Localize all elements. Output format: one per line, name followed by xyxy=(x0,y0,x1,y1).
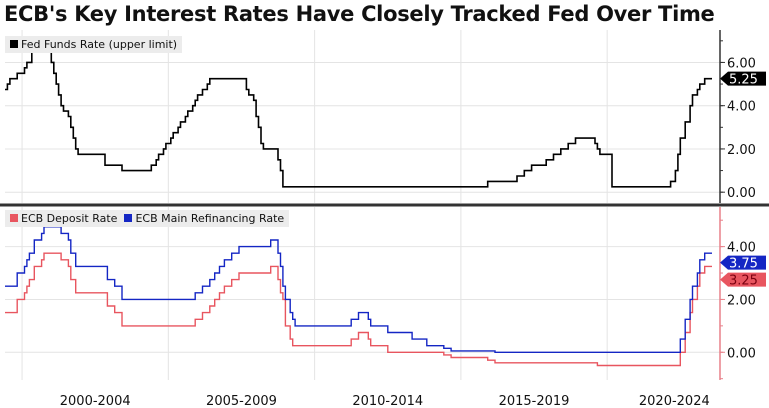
legend-top: Fed Funds Rate (upper limit) xyxy=(5,36,183,53)
x-tick-label: 2020-2024 xyxy=(639,394,710,408)
last-value-tag xyxy=(720,71,766,86)
last-value-label: 3.75 xyxy=(729,257,758,272)
y-tick-label: 6.00 xyxy=(727,56,756,71)
legend-label-deposit: ECB Deposit Rate xyxy=(21,212,118,225)
legend-swatch-fed xyxy=(10,40,18,48)
legend-label-fed: Fed Funds Rate (upper limit) xyxy=(21,38,178,51)
last-value-label: 5.25 xyxy=(729,73,758,88)
y-tick-label: 4.00 xyxy=(727,100,756,115)
legend-label-mro: ECB Main Refinancing Rate xyxy=(135,212,285,225)
x-tick-label: 2005-2009 xyxy=(206,394,277,408)
x-tick-label: 2015-2019 xyxy=(499,394,570,408)
x-tick-label: 2000-2004 xyxy=(60,394,131,408)
legend-swatch-mro xyxy=(124,214,133,222)
series-line-fed-funds-rate-upper-limit- xyxy=(5,50,712,188)
last-value-tag xyxy=(720,272,766,287)
y-tick-label: 4.00 xyxy=(727,241,756,256)
legend-bottom: ECB Deposit Rate ECB Main Refinancing Ra… xyxy=(5,210,290,227)
y-tick-label: 0.00 xyxy=(727,346,756,361)
legend-swatch-deposit xyxy=(10,214,18,222)
series-line-ecb-deposit-rate xyxy=(5,252,712,367)
y-tick-label: 0.00 xyxy=(727,186,756,201)
last-value-tag xyxy=(720,255,766,270)
chart-title: ECB's Key Interest Rates Have Closely Tr… xyxy=(4,2,715,26)
series-line-ecb-main-refinancing-rate xyxy=(5,226,712,353)
last-value-label: 3.25 xyxy=(729,274,758,289)
y-tick-label: 2.00 xyxy=(727,143,756,158)
y-tick-label: 2.00 xyxy=(727,293,756,308)
x-tick-label: 2010-2014 xyxy=(352,394,423,408)
